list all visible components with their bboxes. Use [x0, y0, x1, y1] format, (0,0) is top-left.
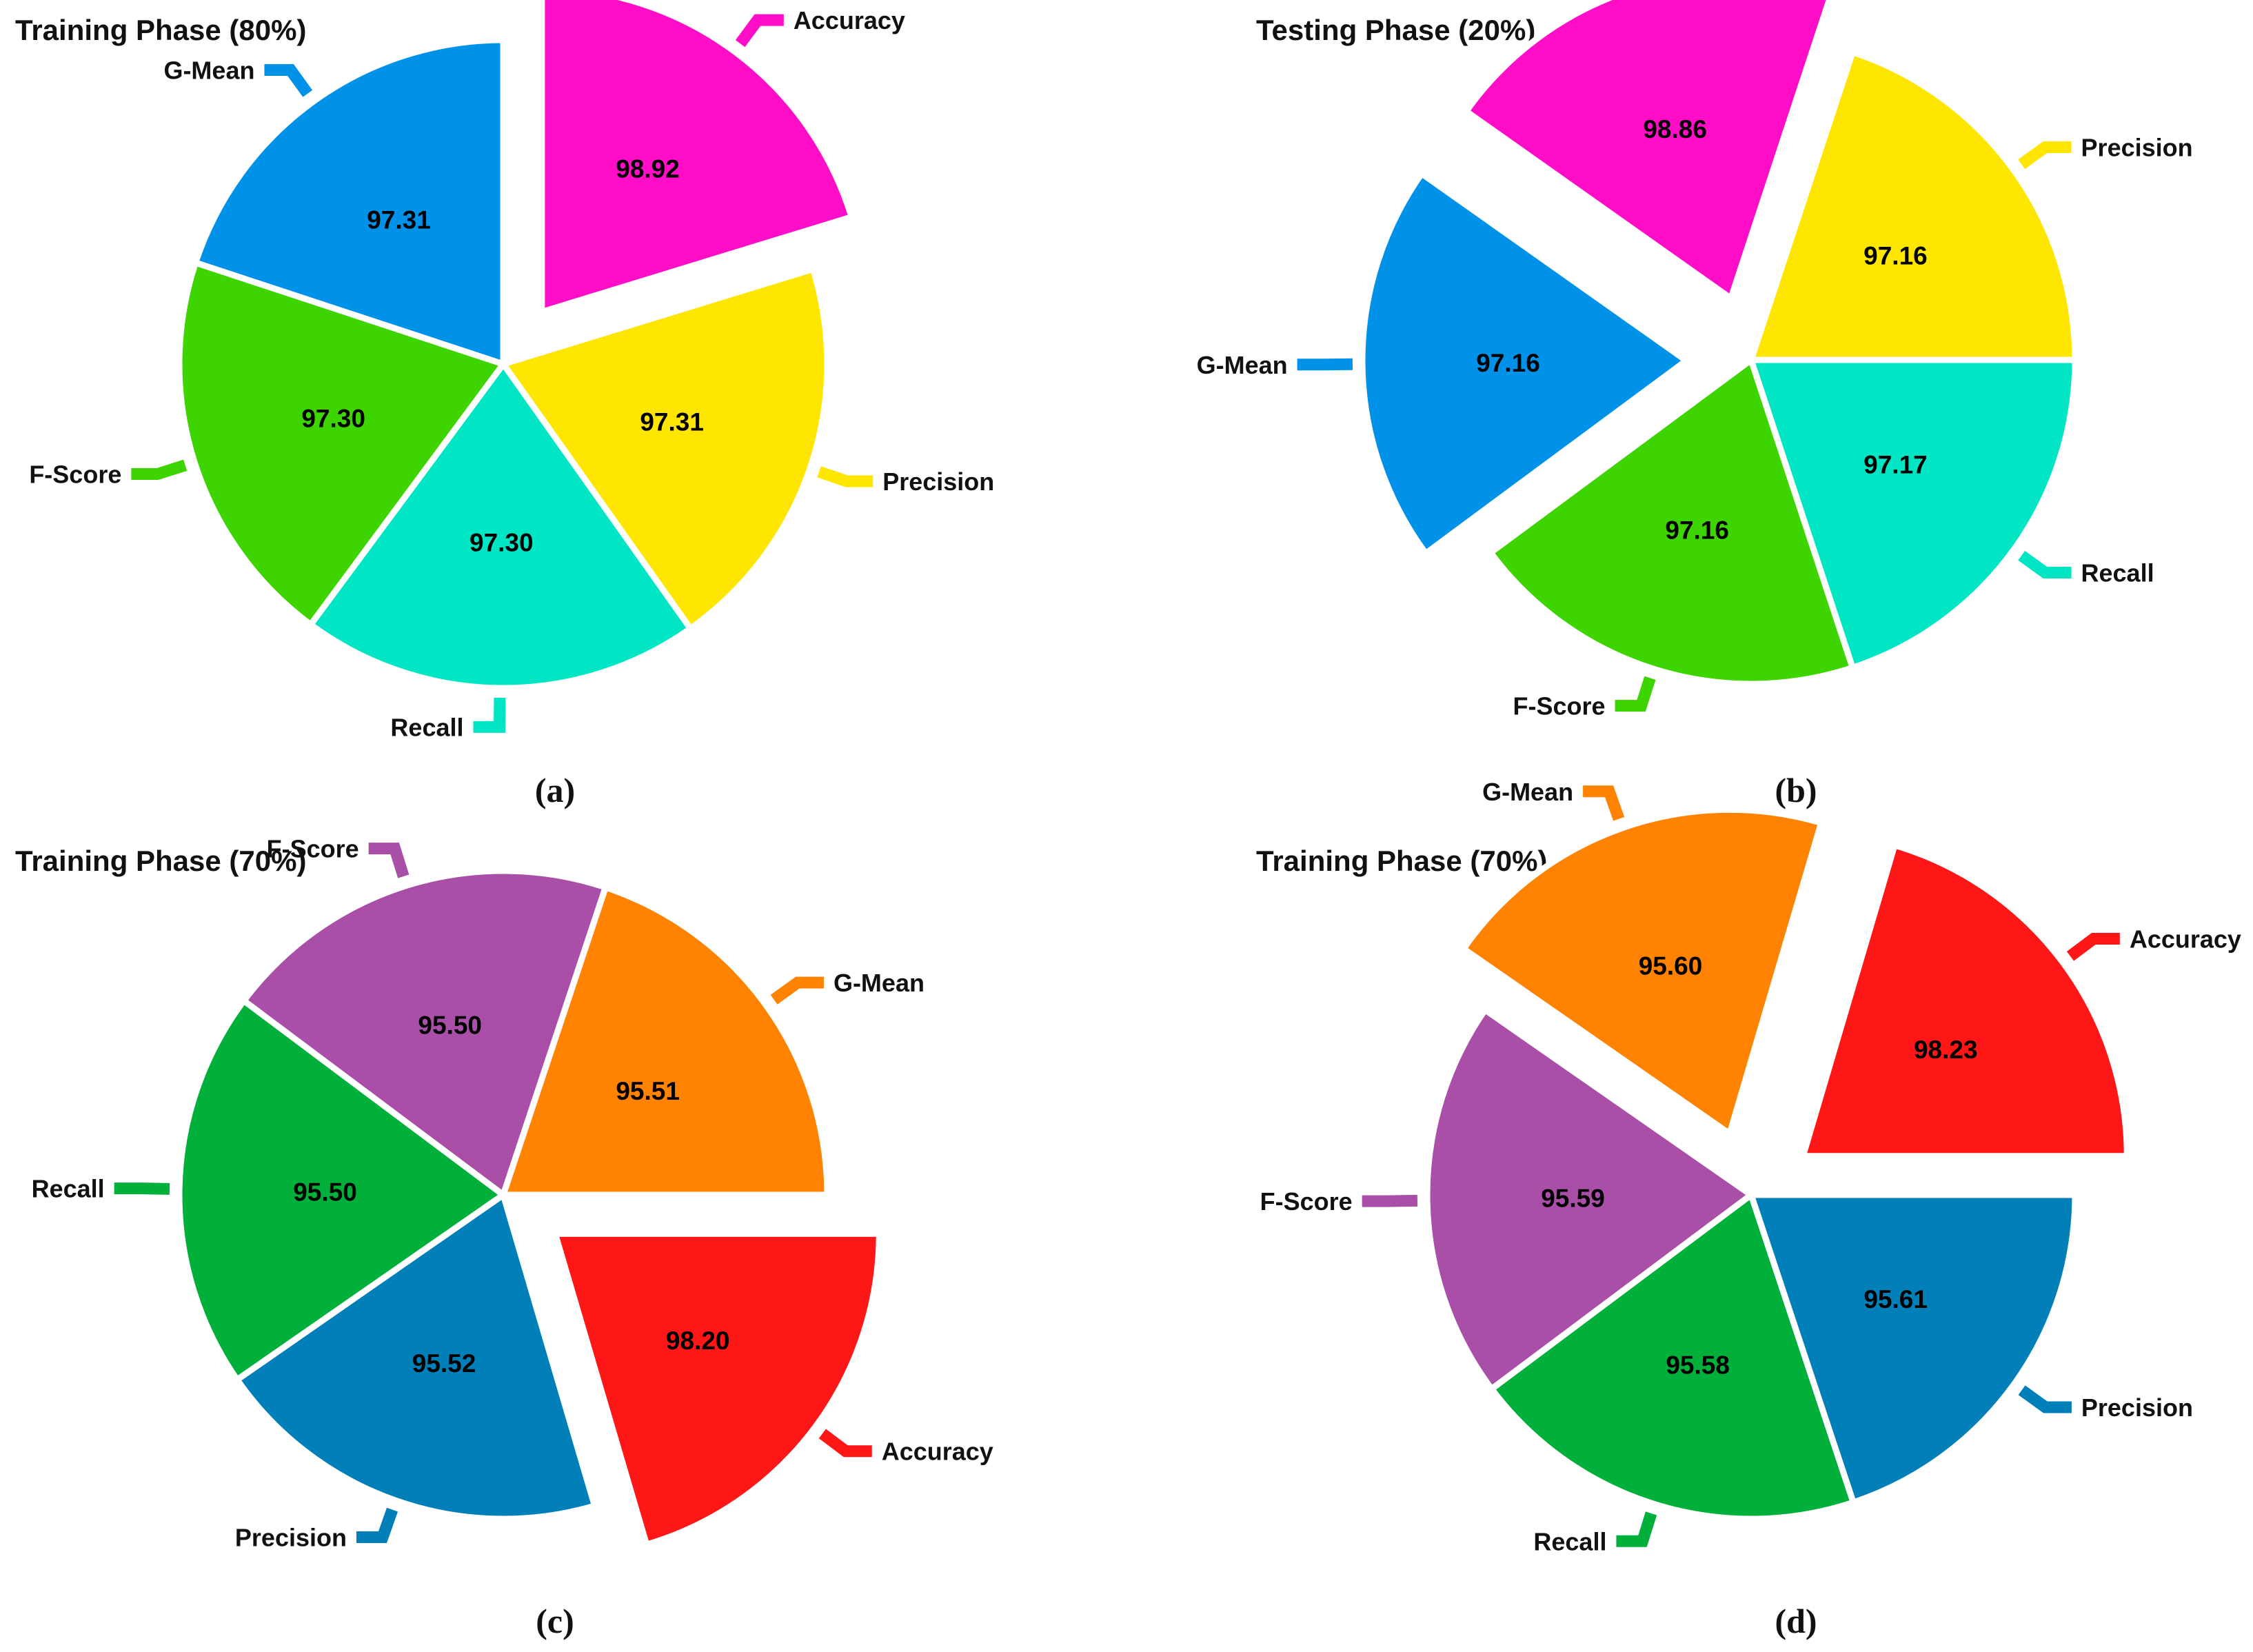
slice-value-accuracy: 98.23: [1914, 1036, 1978, 1064]
slice-value-recall: 97.30: [469, 528, 534, 556]
slice-label-accuracy: Accuracy: [882, 1438, 993, 1466]
leader-line-precision: [356, 1507, 398, 1543]
leader-line-precision: [817, 466, 873, 487]
slice-label-recall: Recall: [2081, 558, 2154, 587]
slice-value-g-mean: 95.60: [1639, 951, 1703, 980]
leader-line-precision: [2018, 1385, 2072, 1413]
pie-chart-testing-20: Testing Phase (20%) (b) 97.17 Recall 97.16 F-…: [1197, 0, 2193, 809]
pie-slice-f-score: [1486, 354, 1857, 687]
slice-value-accuracy: 98.92: [616, 155, 680, 183]
pie-slice-f-score: [239, 867, 610, 1200]
slice-label-accuracy: Accuracy: [2130, 925, 2241, 953]
slice-value-precision: 97.31: [640, 407, 704, 436]
chart-title: Training Phase (70%): [1256, 845, 1547, 877]
slice-value-accuracy: 98.86: [1643, 115, 1707, 143]
slice-value-g-mean: 97.31: [367, 206, 431, 234]
leader-line-accuracy: [2066, 932, 2120, 961]
slice-label-g-mean: G-Mean: [163, 57, 254, 85]
pie-slice-recall: [176, 996, 509, 1384]
slice-value-recall: 97.17: [1863, 450, 1928, 479]
subfigure-caption: (d): [1775, 1602, 1817, 1640]
leader-line-f-score: [1362, 1194, 1418, 1207]
subfigure-caption: (b): [1775, 771, 1817, 809]
leader-line-recall: [1616, 1511, 1657, 1547]
pie-chart-training-80: Training Phase (80%) (a) 98.92 Accuracy 97.3…: [15, 0, 994, 809]
subfigure-caption: (c): [536, 1602, 574, 1640]
leader-line-recall: [2018, 550, 2072, 578]
pie-slice-g-mean: [1359, 169, 1692, 558]
pie-chart-training-70-c: Training Phase (70%) (c) 98.20 Accuracy 95.5…: [15, 835, 993, 1640]
slice-value-recall: 95.58: [1666, 1351, 1730, 1380]
leader-line-f-score: [131, 459, 188, 481]
slice-value-f-score: 95.50: [418, 1011, 482, 1039]
slice-value-precision: 95.61: [1863, 1285, 1928, 1313]
pie-slice-precision: [498, 265, 831, 633]
slice-label-recall: Recall: [32, 1175, 105, 1203]
pie-slice-precision: [232, 1189, 599, 1522]
pie-slice-accuracy: [1799, 841, 2130, 1160]
pie-slice-g-mean: [191, 37, 507, 369]
chart-title: Training Phase (80%): [15, 14, 306, 46]
chart-title: Testing Phase (20%): [1256, 14, 1535, 46]
leader-line-f-score: [1615, 676, 1656, 712]
pie-slice-g-mean: [498, 883, 831, 1198]
leader-line-g-mean: [770, 976, 824, 1005]
slice-label-f-score: F-Score: [1513, 692, 1606, 721]
leader-line-accuracy: [735, 14, 784, 48]
chart-title: Training Phase (70%): [15, 845, 306, 877]
slice-label-precision: Precision: [2081, 1393, 2193, 1422]
pie-slice-accuracy: [538, 0, 856, 316]
slice-value-precision: 97.16: [1863, 242, 1928, 270]
pie-slice-recall: [1487, 1189, 1857, 1522]
pie-slice-accuracy: [1462, 0, 1833, 303]
slice-value-accuracy: 98.20: [666, 1327, 730, 1355]
slice-label-recall: Recall: [1533, 1527, 1606, 1555]
slice-label-g-mean: G-Mean: [1482, 778, 1573, 806]
pie-slice-accuracy: [551, 1230, 882, 1549]
pie-slice-recall: [306, 359, 695, 692]
slice-label-f-score: F-Score: [29, 461, 121, 489]
slice-value-g-mean: 95.51: [616, 1077, 680, 1105]
slice-value-f-score: 97.16: [1665, 516, 1729, 544]
leader-line-g-mean: [264, 64, 313, 97]
pie-slice-g-mean: [1459, 806, 1826, 1139]
leader-line-g-mean: [1583, 785, 1625, 821]
slice-label-g-mean: G-Mean: [1197, 351, 1288, 379]
slice-label-precision: Precision: [2081, 134, 2193, 162]
slice-value-recall: 95.50: [293, 1178, 357, 1206]
slice-label-g-mean: G-Mean: [833, 969, 925, 997]
leader-line-accuracy: [818, 1429, 872, 1458]
subfigure-caption: (a): [535, 771, 575, 809]
slice-label-precision: Precision: [882, 467, 994, 496]
slice-value-precision: 95.52: [412, 1349, 476, 1378]
pie-slice-precision: [1746, 1191, 2079, 1507]
pie-slice-precision: [1746, 48, 2079, 363]
pie-slice-recall: [1746, 356, 2079, 672]
leader-line-recall: [473, 697, 506, 733]
pie-chart-training-70-d: Training Phase (70%) (d) 95.61 Precision 95.…: [1256, 778, 2241, 1640]
slice-label-f-score: F-Score: [1260, 1187, 1353, 1216]
leader-line-precision: [2018, 141, 2072, 170]
slice-label-f-score: F-Score: [267, 835, 359, 863]
leader-line-f-score: [368, 843, 410, 878]
pie-slice-f-score: [1424, 1005, 1757, 1393]
slice-label-accuracy: Accuracy: [794, 6, 905, 34]
slice-value-f-score: 95.59: [1541, 1184, 1605, 1212]
slice-value-f-score: 97.30: [301, 404, 365, 432]
slice-label-precision: Precision: [235, 1523, 347, 1551]
slice-label-recall: Recall: [390, 713, 463, 741]
slice-value-g-mean: 97.16: [1476, 349, 1540, 377]
pie-slice-f-score: [176, 259, 509, 629]
